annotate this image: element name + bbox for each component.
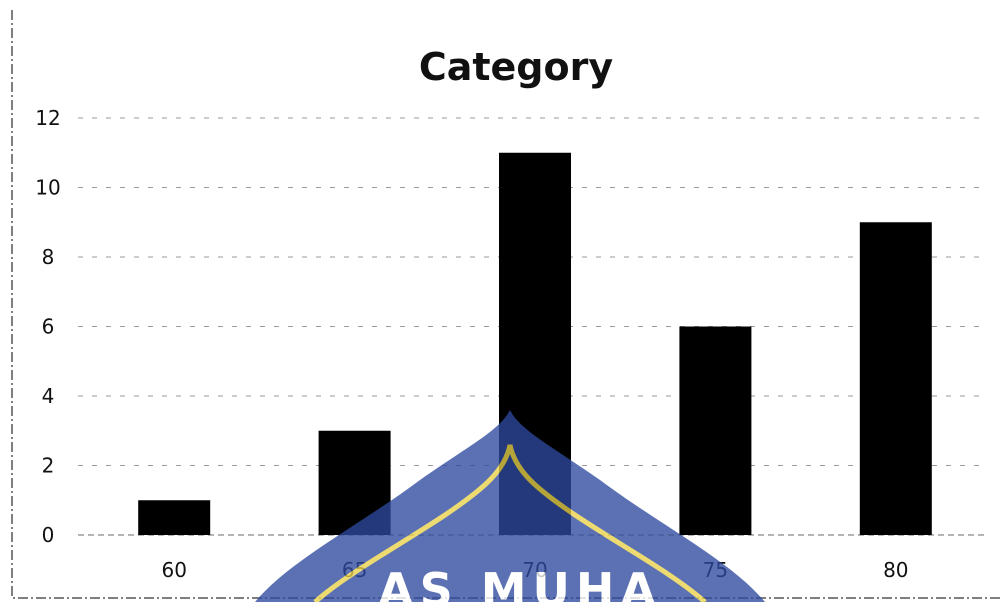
y-tick-label: 6 <box>42 315 55 339</box>
bar-75 <box>679 326 752 535</box>
y-tick-label: 2 <box>42 454 55 478</box>
y-tick-label: 0 <box>42 523 55 547</box>
bar-80 <box>859 222 932 535</box>
x-tick-label: 60 <box>161 558 186 582</box>
chart-title: Category <box>419 45 614 89</box>
y-tick-label: 4 <box>42 384 55 408</box>
watermark-emblem: AS MUHA <box>255 410 765 602</box>
y-tick-label: 12 <box>35 106 60 130</box>
svg-text:AS MUHA: AS MUHA <box>378 563 662 602</box>
y-axis-tick-labels: 0 2 4 6 8 10 12 <box>35 106 60 547</box>
y-tick-label: 10 <box>35 176 60 200</box>
x-tick-label: 80 <box>883 558 908 582</box>
y-tick-label: 8 <box>42 245 55 269</box>
bar-60 <box>138 500 211 535</box>
